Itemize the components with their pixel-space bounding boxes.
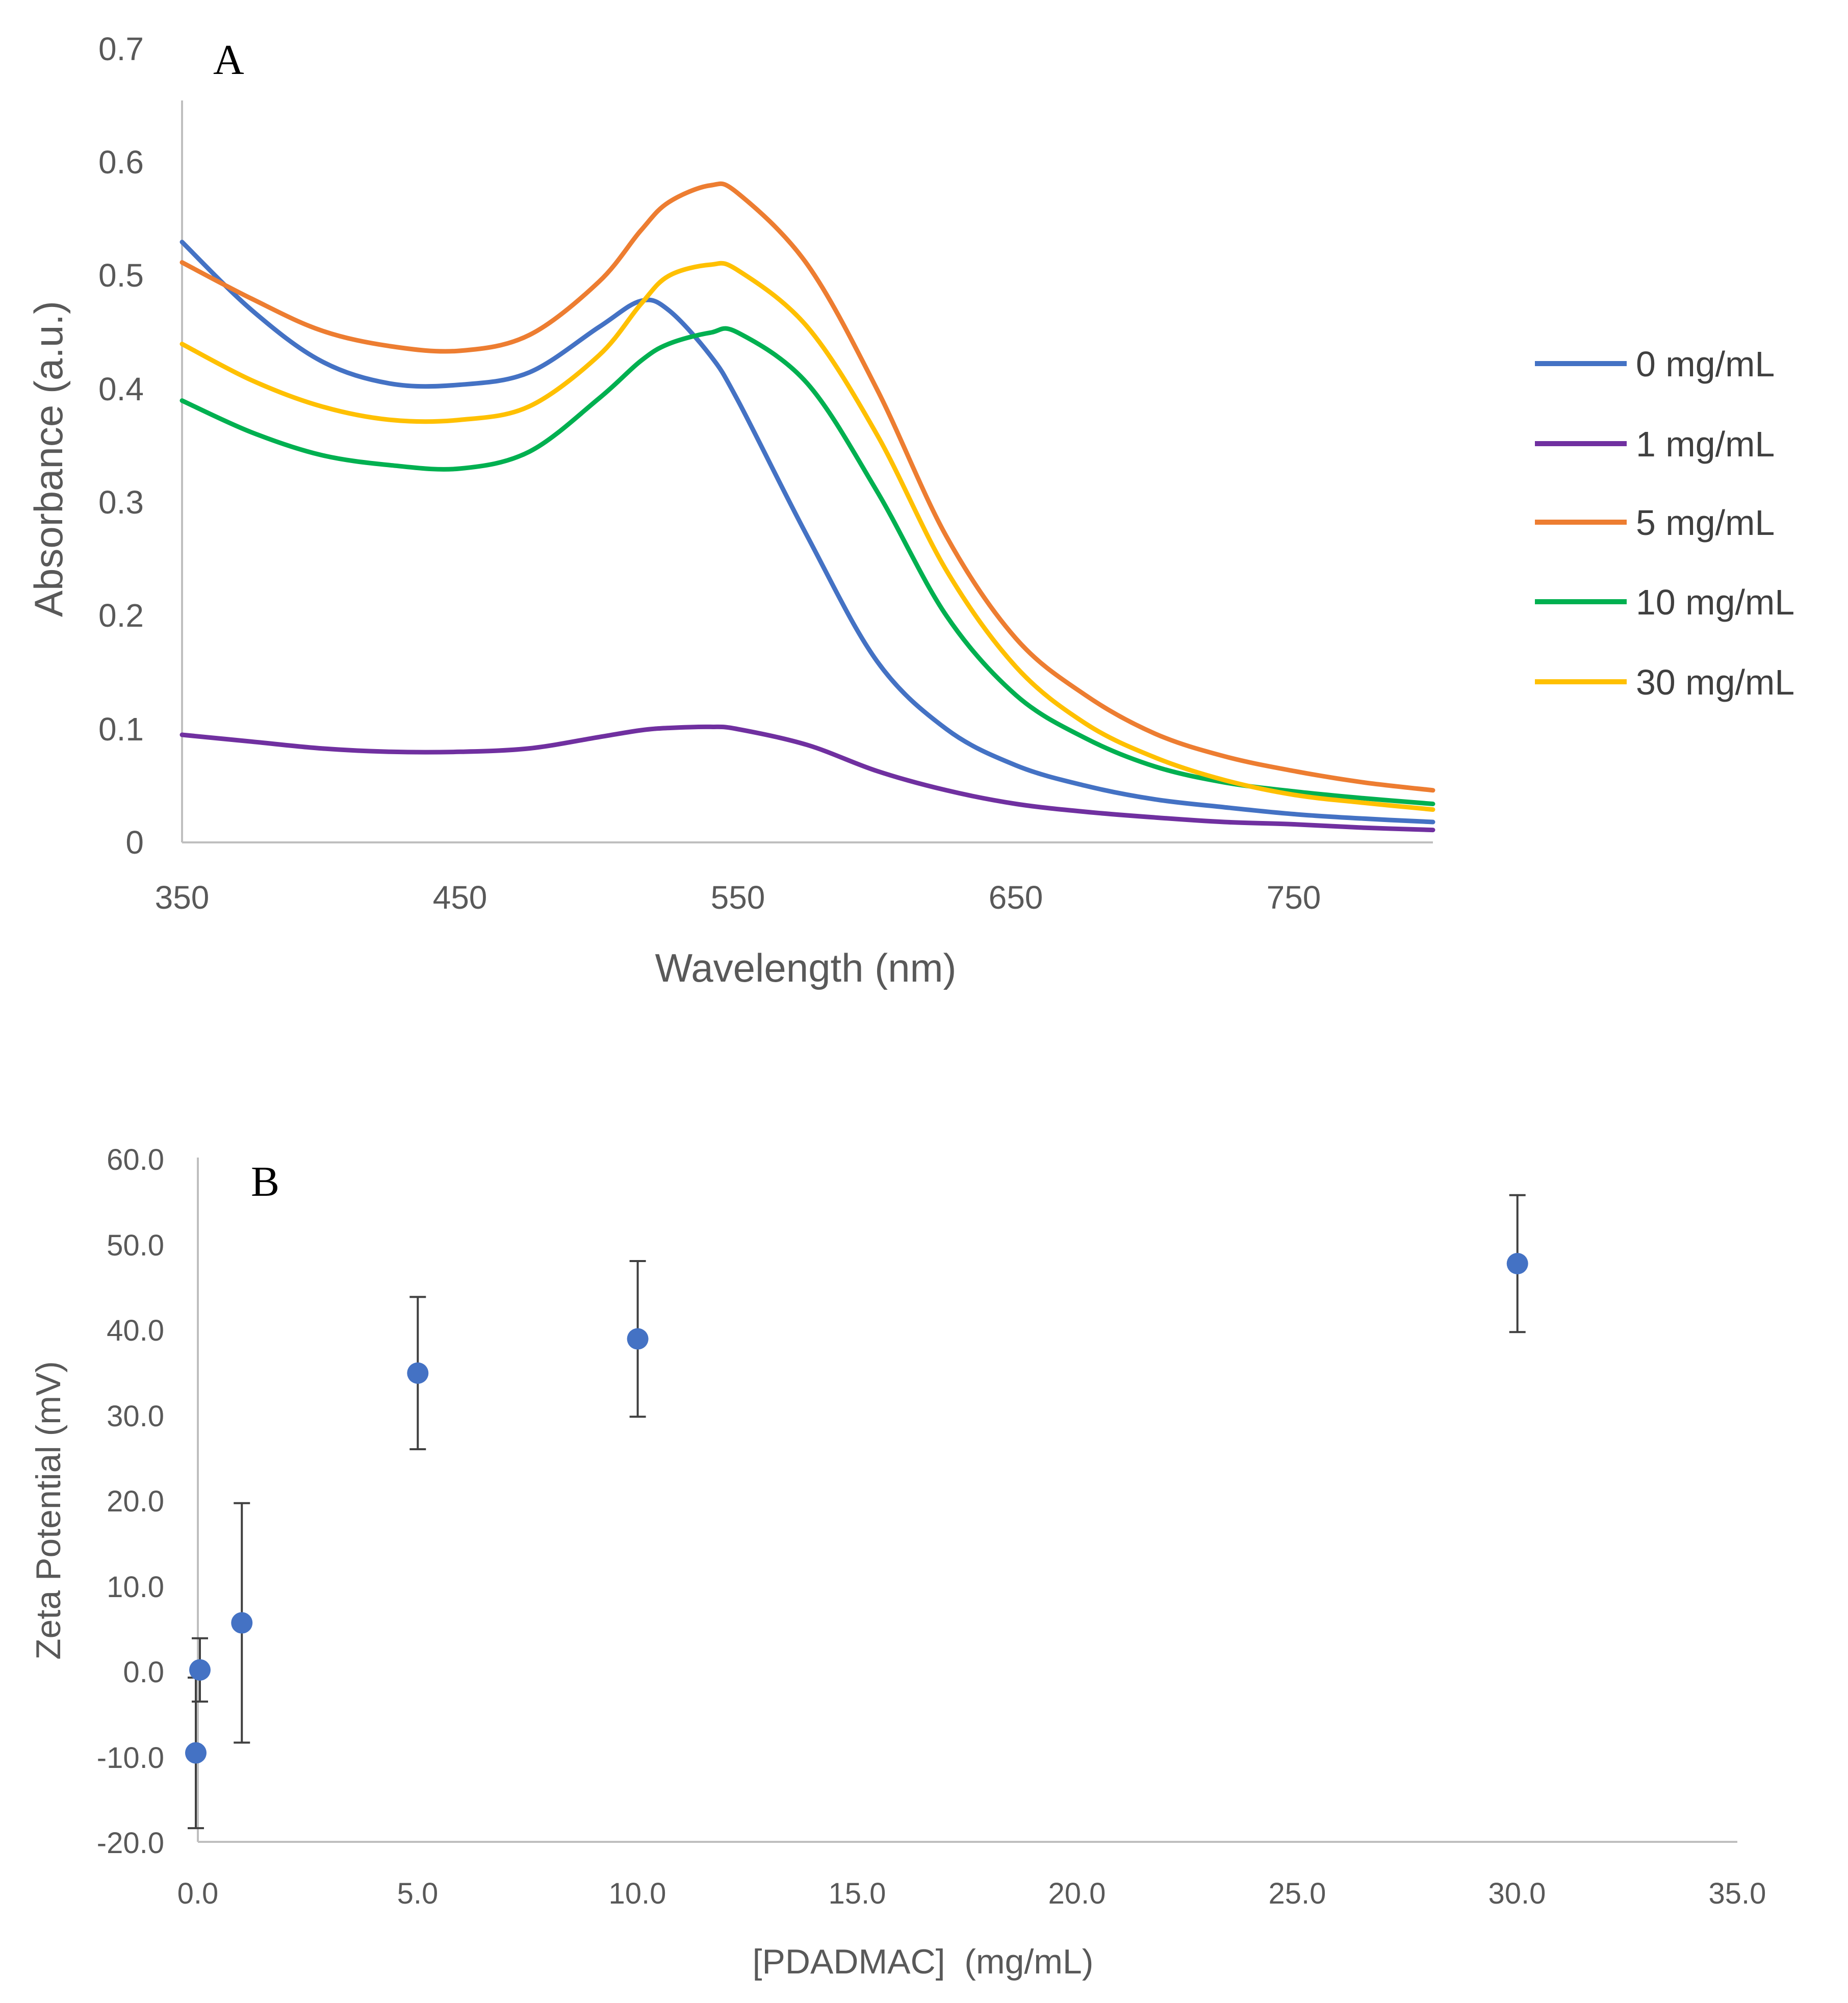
x-tick-label: 25.0 bbox=[1269, 1877, 1326, 1910]
data-point-group bbox=[231, 1502, 253, 1744]
series-line-1-mg-ml bbox=[179, 724, 1435, 833]
legend-label-30-mg-ml: 30 mg/mL bbox=[1636, 662, 1794, 702]
panel-a-uv-vis-chart: A 0 0.1 0.2 0.3 0.4 0.5 0.6 0.7 350 450 … bbox=[26, 31, 1794, 990]
y-tick-label: 20.0 bbox=[107, 1485, 164, 1518]
x-tick-label: 650 bbox=[989, 879, 1043, 916]
data-point bbox=[185, 1742, 207, 1764]
data-point bbox=[231, 1612, 253, 1634]
panel-b-y-axis-title: Zeta Potential (mV) bbox=[29, 1361, 68, 1660]
x-tick-label: 350 bbox=[155, 879, 210, 916]
panel-a-y-tick-labels: 0 0.1 0.2 0.3 0.4 0.5 0.6 0.7 bbox=[98, 31, 144, 861]
y-tick-label: 0.2 bbox=[98, 597, 144, 634]
y-tick-label: 0.0 bbox=[123, 1656, 164, 1689]
data-point bbox=[1506, 1253, 1528, 1275]
panel-b-zeta-chart: B -20.0 -10.0 0.0 10.0 20.0 30.0 40.0 50… bbox=[29, 1143, 1766, 1981]
x-tick-label: 15.0 bbox=[829, 1877, 886, 1910]
y-tick-label: 0.5 bbox=[98, 257, 144, 294]
panel-b-x-tick-labels: 0.0 5.0 10.0 15.0 20.0 25.0 30.0 35.0 bbox=[177, 1877, 1766, 1910]
y-tick-label: 50.0 bbox=[107, 1229, 164, 1262]
x-tick-label: 0.0 bbox=[177, 1877, 219, 1910]
panel-b-x-axis-title: [PDADMAC] (mg/mL) bbox=[753, 1942, 1094, 1981]
series-line-5-mg-ml bbox=[179, 181, 1435, 793]
panel-a-series-lines bbox=[179, 181, 1435, 833]
y-tick-label: 10.0 bbox=[107, 1571, 164, 1604]
x-tick-label: 35.0 bbox=[1709, 1877, 1766, 1910]
legend-label-1-mg-ml: 1 mg/mL bbox=[1636, 424, 1775, 464]
data-point bbox=[407, 1362, 429, 1384]
legend-label-5-mg-ml: 5 mg/mL bbox=[1636, 503, 1775, 543]
panel-a-x-axis-title: Wavelength (nm) bbox=[655, 945, 957, 990]
series-line-0-mg-ml bbox=[179, 240, 1435, 825]
panel-b-y-tick-labels: -20.0 -10.0 0.0 10.0 20.0 30.0 40.0 50.0… bbox=[97, 1143, 164, 1860]
y-tick-label: 0 bbox=[125, 824, 144, 861]
x-tick-label: 550 bbox=[711, 879, 765, 916]
data-point-group bbox=[407, 1296, 429, 1451]
panel-a-x-tick-labels: 350 450 550 650 750 bbox=[155, 879, 1321, 916]
panel-a-legend: 0 mg/mL 1 mg/mL 5 mg/mL 10 mg/mL 30 mg/m… bbox=[1535, 344, 1794, 702]
x-tick-label: 10.0 bbox=[609, 1877, 666, 1910]
panel-a-y-axis-title: Absorbance (a.u.) bbox=[26, 301, 71, 617]
data-point-group bbox=[185, 1676, 207, 1830]
y-tick-label: -20.0 bbox=[97, 1827, 164, 1860]
x-tick-label: 450 bbox=[433, 879, 487, 916]
data-point-group bbox=[627, 1260, 649, 1418]
y-tick-label: 30.0 bbox=[107, 1400, 164, 1433]
y-tick-label: 0.4 bbox=[98, 371, 144, 407]
legend-label-10-mg-ml: 10 mg/mL bbox=[1636, 582, 1794, 622]
y-tick-label: 0.7 bbox=[98, 31, 144, 67]
panel-b-data-points bbox=[185, 1194, 1528, 1830]
legend-label-0-mg-ml: 0 mg/mL bbox=[1636, 344, 1775, 384]
x-tick-label: 30.0 bbox=[1488, 1877, 1546, 1910]
y-tick-label: 0.3 bbox=[98, 484, 144, 521]
y-tick-label: -10.0 bbox=[97, 1741, 164, 1775]
data-point bbox=[627, 1328, 649, 1350]
x-tick-label: 750 bbox=[1267, 879, 1321, 916]
data-point bbox=[189, 1659, 211, 1681]
y-tick-label: 40.0 bbox=[107, 1314, 164, 1347]
panel-a-label: A bbox=[213, 36, 244, 84]
series-line-30-mg-ml bbox=[179, 261, 1435, 812]
y-tick-label: 0.6 bbox=[98, 144, 144, 181]
data-point-group bbox=[189, 1637, 211, 1703]
panel-b-label: B bbox=[251, 1158, 279, 1205]
y-tick-label: 60.0 bbox=[107, 1143, 164, 1176]
y-tick-label: 0.1 bbox=[98, 711, 144, 748]
series-line-10-mg-ml bbox=[179, 326, 1435, 806]
data-point-group bbox=[1506, 1194, 1528, 1333]
x-tick-label: 20.0 bbox=[1048, 1877, 1106, 1910]
x-tick-label: 5.0 bbox=[397, 1877, 439, 1910]
